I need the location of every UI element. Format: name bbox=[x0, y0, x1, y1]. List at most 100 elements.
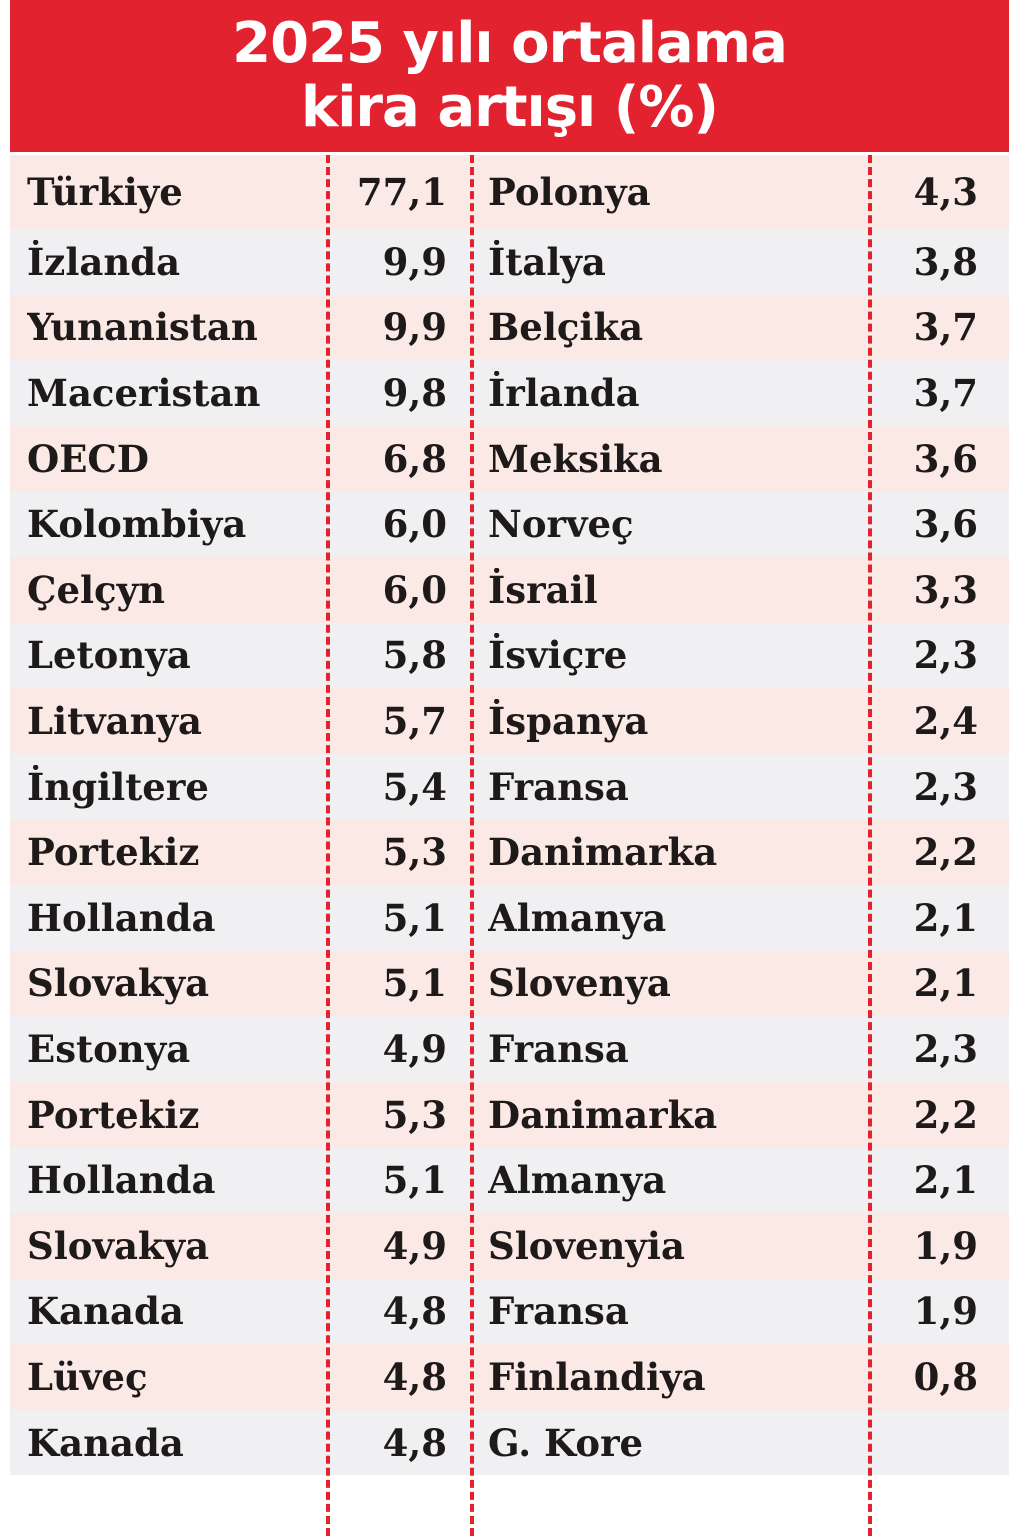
value-left: 5,1 bbox=[382, 961, 447, 1006]
chart-title-line-1: 2025 yılı ortalama bbox=[232, 11, 788, 76]
table-row: İngiltere 5,4 Fransa 2,3 bbox=[10, 753, 1009, 820]
value-left: 9,9 bbox=[382, 239, 447, 284]
value-right: 2,4 bbox=[913, 698, 978, 743]
value-right: 1,9 bbox=[913, 1223, 978, 1268]
value-right: 3,8 bbox=[913, 239, 978, 284]
value-right: 3,6 bbox=[913, 502, 978, 547]
country-name-left: Slovakya bbox=[27, 961, 210, 1006]
country-name-left: İzlanda bbox=[27, 239, 181, 284]
country-name-left: Lüveç bbox=[27, 1354, 148, 1399]
value-left: 4,8 bbox=[382, 1420, 447, 1465]
country-name-right: Slovenyia bbox=[488, 1223, 685, 1268]
country-name-left: Portekiz bbox=[27, 830, 200, 875]
value-right: 4,3 bbox=[913, 170, 978, 214]
country-name-right: Danimarka bbox=[488, 830, 718, 875]
country-name-left: Litvanya bbox=[27, 698, 203, 743]
table-row: Slovakya 5,1 Slovenya 2,1 bbox=[10, 950, 1009, 1017]
country-name-right: Almanya bbox=[488, 895, 667, 940]
value-left: 4,8 bbox=[382, 1289, 447, 1334]
table-row: Yunanistan 9,9 Belçika 3,7 bbox=[10, 294, 1009, 361]
country-name-right: Fransa bbox=[488, 1289, 629, 1334]
country-name-right: Meksika bbox=[488, 436, 663, 481]
value-right: 2,1 bbox=[913, 961, 978, 1006]
column-divider-middle bbox=[470, 155, 474, 1536]
country-name-left: OECD bbox=[27, 436, 149, 481]
value-right: 0,8 bbox=[913, 1354, 978, 1399]
table-row: OECD 6,8 Meksika 3,6 bbox=[10, 425, 1009, 492]
country-name-left: İngiltere bbox=[27, 764, 209, 809]
value-right: 2,1 bbox=[913, 1158, 978, 1203]
value-left: 5,1 bbox=[382, 1158, 447, 1203]
table-row: Lüveç 4,8 Finlandiya 0,8 bbox=[10, 1344, 1009, 1410]
value-left: 5,3 bbox=[382, 1092, 447, 1137]
country-name-right: Danimarka bbox=[488, 1092, 718, 1137]
value-right: 3,7 bbox=[913, 305, 978, 350]
country-name-right: Polonya bbox=[488, 170, 651, 214]
value-left: 77,1 bbox=[356, 170, 447, 214]
country-name-right: Slovenya bbox=[488, 961, 671, 1006]
table-row: Litvanya 5,7 İspanya 2,4 bbox=[10, 688, 1009, 754]
value-right: 3,6 bbox=[913, 436, 978, 481]
country-name-left: Estonya bbox=[27, 1026, 191, 1071]
country-name-right: Fransa bbox=[488, 1026, 629, 1071]
country-name-left: Kolombiya bbox=[27, 502, 247, 547]
country-name-left: Yunanistan bbox=[27, 305, 258, 350]
rent-increase-table: Türkiye 77,1 Polonya 4,3 İzlanda 9,9 İtalya 3,8… bbox=[10, 155, 1009, 1536]
table-row: Türkiye 77,1 Polonya 4,3 bbox=[10, 155, 1009, 229]
country-name-right: Fransa bbox=[488, 764, 629, 809]
value-left: 6,0 bbox=[382, 502, 447, 547]
table-row: Hollanda 5,1 Almanya 2,1 bbox=[10, 1147, 1009, 1213]
country-name-right: İspanya bbox=[488, 698, 649, 743]
table-row: Kanada 4,8 Fransa 1,9 bbox=[10, 1278, 1009, 1345]
chart-title-line-2: kira artışı (%) bbox=[300, 75, 719, 140]
value-left: 5,8 bbox=[382, 633, 447, 678]
table-row: Hollanda 5,1 Almanya 2,1 bbox=[10, 885, 1009, 951]
table-row: İzlanda 9,9 İtalya 3,8 bbox=[10, 229, 1009, 295]
value-right: 3,7 bbox=[913, 370, 978, 415]
table-row: Portekiz 5,3 Danimarka 2,2 bbox=[10, 1081, 1009, 1148]
value-left: 4,9 bbox=[382, 1223, 447, 1268]
value-right: 2,1 bbox=[913, 895, 978, 940]
value-right: 1,9 bbox=[913, 1289, 978, 1334]
value-left: 6,8 bbox=[382, 436, 447, 481]
value-left: 6,0 bbox=[382, 567, 447, 612]
country-name-left: Portekiz bbox=[27, 1092, 200, 1137]
table-row: Slovakya 4,9 Slovenyia 1,9 bbox=[10, 1213, 1009, 1279]
country-name-left: Kanada bbox=[27, 1289, 184, 1334]
country-name-right: İsviçre bbox=[488, 633, 628, 678]
country-name-right: Norveç bbox=[488, 502, 634, 547]
country-name-right: İsrail bbox=[488, 567, 598, 612]
value-right: 2,3 bbox=[913, 764, 978, 809]
country-name-right: Almanya bbox=[488, 1158, 667, 1203]
value-left: 9,8 bbox=[382, 370, 447, 415]
value-left: 4,8 bbox=[382, 1354, 447, 1399]
country-name-left: Hollanda bbox=[27, 1158, 216, 1203]
country-name-right: İrlanda bbox=[488, 370, 640, 415]
country-name-left: Kanada bbox=[27, 1420, 184, 1465]
country-name-left: Slovakya bbox=[27, 1223, 210, 1268]
country-name-right: Finlandiya bbox=[488, 1354, 706, 1399]
column-divider-right bbox=[868, 155, 872, 1536]
value-right: 3,3 bbox=[913, 567, 978, 612]
table-row: Kanada 4,8 G. Kore bbox=[10, 1409, 1009, 1476]
table-row: Çelçyn 6,0 İsrail 3,3 bbox=[10, 557, 1009, 623]
table-row: Kolombiya 6,0 Norveç 3,6 bbox=[10, 491, 1009, 557]
table-row: Letonya 5,8 İsviçre 2,3 bbox=[10, 622, 1009, 689]
country-name-left: Hollanda bbox=[27, 895, 216, 940]
value-right: 2,3 bbox=[913, 633, 978, 678]
country-name-right: Belçika bbox=[488, 305, 644, 350]
value-left: 9,9 bbox=[382, 305, 447, 350]
value-right: 2,3 bbox=[913, 1026, 978, 1071]
table-row: Estonya 4,9 Fransa 2,3 bbox=[10, 1016, 1009, 1082]
country-name-left: Çelçyn bbox=[27, 567, 165, 612]
country-name-left: Letonya bbox=[27, 633, 191, 678]
value-left: 5,3 bbox=[382, 830, 447, 875]
value-left: 5,1 bbox=[382, 895, 447, 940]
title-banner: 2025 yılı ortalama kira artışı (%) bbox=[10, 0, 1009, 152]
column-divider-left bbox=[326, 155, 330, 1536]
country-name-left: Maceristan bbox=[27, 370, 261, 415]
value-left: 5,7 bbox=[382, 698, 447, 743]
value-left: 5,4 bbox=[382, 764, 447, 809]
table-row: Portekiz 5,3 Danimarka 2,2 bbox=[10, 819, 1009, 885]
